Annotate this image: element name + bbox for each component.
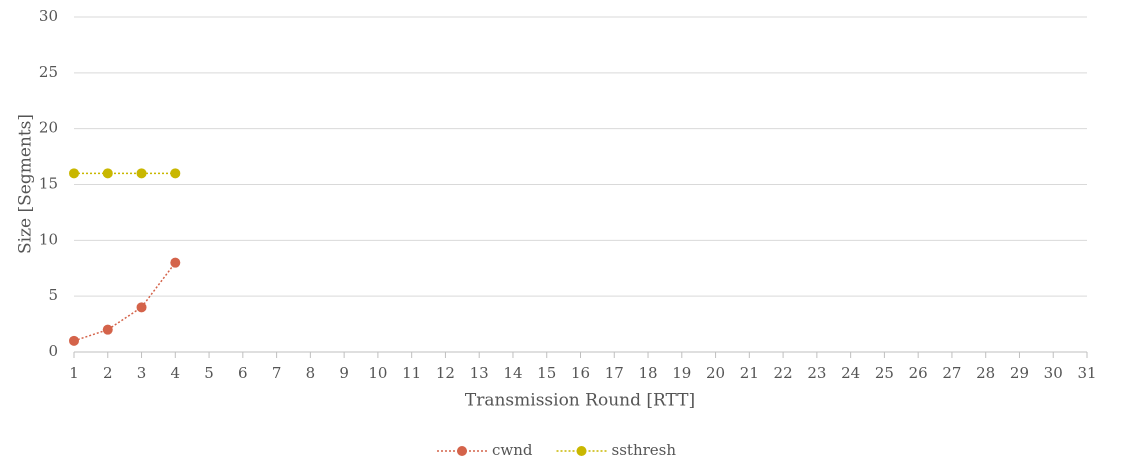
data-point bbox=[136, 302, 147, 313]
x-tick-label: 5 bbox=[204, 364, 214, 382]
y-tick-label: 30 bbox=[39, 7, 58, 25]
x-tick-label: 22 bbox=[774, 364, 793, 382]
legend-label: cwnd bbox=[492, 441, 533, 459]
x-tick-label: 10 bbox=[368, 364, 387, 382]
x-tick-label: 25 bbox=[875, 364, 894, 382]
data-point bbox=[102, 168, 113, 179]
x-axis-title: Transmission Round [RTT] bbox=[465, 391, 695, 411]
data-point bbox=[69, 168, 79, 179]
x-tick-label: 27 bbox=[942, 364, 961, 382]
data-point bbox=[69, 335, 79, 346]
x-tick-label: 3 bbox=[137, 364, 147, 382]
series-line bbox=[73, 262, 176, 342]
y-axis-title: Size [Segments] bbox=[16, 114, 36, 254]
x-tick-label: 31 bbox=[1077, 364, 1096, 382]
x-tick-label: 7 bbox=[272, 364, 282, 382]
x-tick-label: 15 bbox=[537, 364, 556, 382]
x-tick-label: 6 bbox=[238, 364, 248, 382]
legend-marker bbox=[576, 446, 587, 456]
y-tick-label: 5 bbox=[48, 286, 58, 304]
x-tick-label: 2 bbox=[103, 364, 113, 382]
x-tick-label: 14 bbox=[503, 364, 522, 382]
y-tick-label: 25 bbox=[39, 63, 58, 81]
x-tick-label: 13 bbox=[470, 364, 489, 382]
y-tick-label: 20 bbox=[39, 119, 58, 137]
data-point bbox=[170, 168, 181, 179]
x-tick-label: 24 bbox=[841, 364, 860, 382]
x-tick-label: 17 bbox=[605, 364, 624, 382]
x-tick-label: 21 bbox=[740, 364, 759, 382]
x-tick-label: 23 bbox=[807, 364, 826, 382]
data-point bbox=[102, 324, 113, 335]
x-tick-label: 16 bbox=[571, 364, 590, 382]
x-tick-label: 29 bbox=[1010, 364, 1029, 382]
legend-marker bbox=[457, 446, 467, 456]
x-tick-label: 11 bbox=[402, 364, 421, 382]
x-tick-label: 19 bbox=[672, 364, 691, 382]
x-tick-label: 30 bbox=[1044, 364, 1063, 382]
x-tick-label: 28 bbox=[976, 364, 995, 382]
x-tick-label: 8 bbox=[306, 364, 316, 382]
y-tick-label: 0 bbox=[48, 342, 58, 360]
x-tick-label: 4 bbox=[171, 364, 181, 382]
data-point bbox=[136, 168, 147, 179]
x-tick-label: 12 bbox=[436, 364, 455, 382]
x-tick-label: 18 bbox=[638, 364, 657, 382]
legend-label: ssthresh bbox=[612, 441, 677, 459]
x-tick-label: 1 bbox=[69, 364, 79, 382]
y-tick-label: 15 bbox=[39, 175, 58, 193]
data-point bbox=[170, 257, 181, 268]
x-tick-label: 9 bbox=[339, 364, 349, 382]
x-tick-label: 20 bbox=[706, 364, 725, 382]
x-tick-label: 26 bbox=[909, 364, 928, 382]
y-tick-label: 10 bbox=[39, 230, 58, 248]
